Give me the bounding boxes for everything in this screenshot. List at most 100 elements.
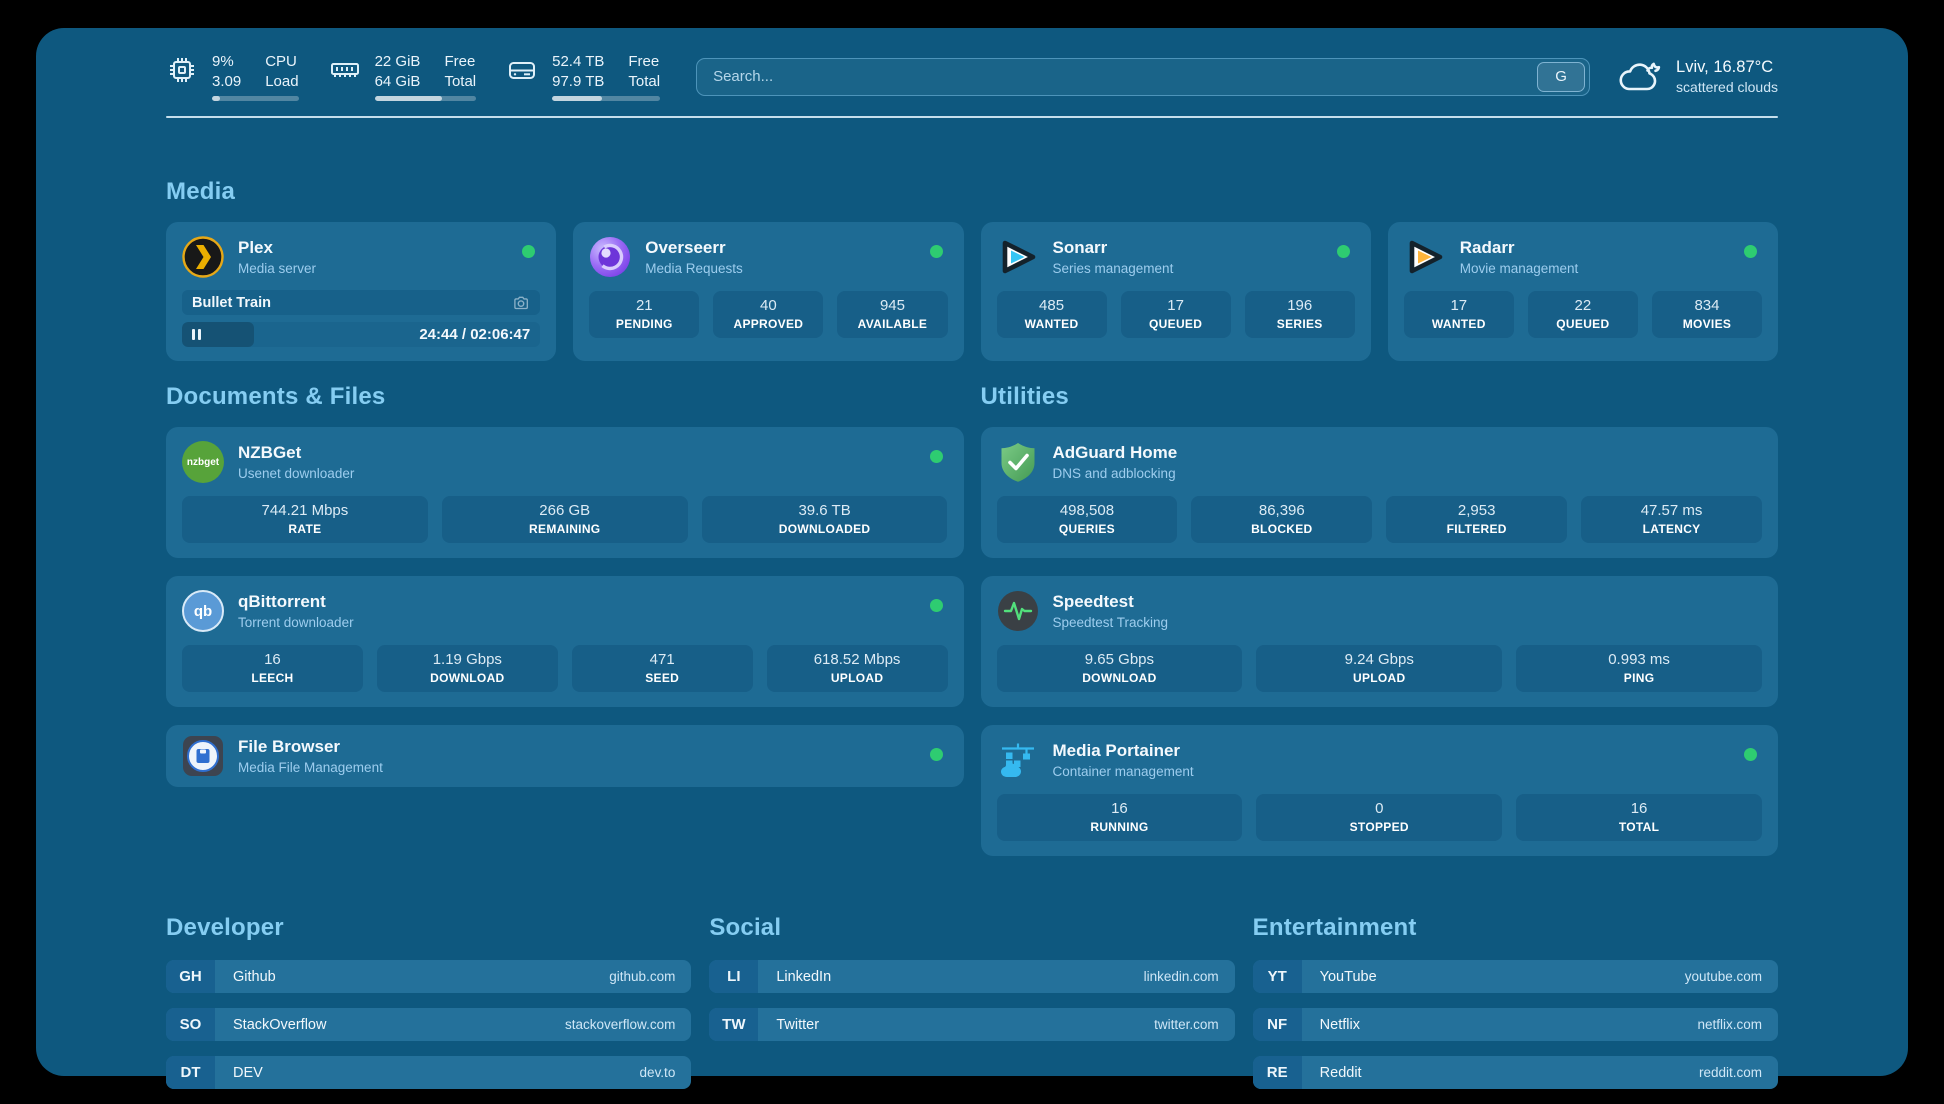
weather-widget[interactable]: Lviv, 16.87°C scattered clouds xyxy=(1616,57,1778,97)
app-card-sonarr[interactable]: Sonarr Series management 485 WANTED 17 Q… xyxy=(980,222,1371,361)
bookmark-url: stackoverflow.com xyxy=(565,1017,676,1032)
storage-stat-body: 52.4 TB 97.9 TB Free Total xyxy=(552,52,661,101)
stat-label: MOVIES xyxy=(1682,317,1732,331)
app-card-overseerr[interactable]: Overseerr Media Requests 21 PENDING 40 A… xyxy=(573,222,964,361)
app-card-adguard[interactable]: AdGuard Home DNS and adblocking 498,508 … xyxy=(980,427,1778,558)
bookmark-name: Reddit xyxy=(1319,1064,1362,1081)
stat-label: AVAILABLE xyxy=(857,317,928,331)
bookmark-name: YouTube xyxy=(1319,968,1377,985)
search-bar[interactable]: G xyxy=(696,57,1591,96)
stat-label: SEED xyxy=(645,671,680,685)
stat-label: DOWNLOADED xyxy=(778,522,871,536)
session-settings-icon[interactable] xyxy=(512,294,530,312)
bookmark-abbr: TW xyxy=(709,1008,759,1041)
app-card-portainer[interactable]: Media Portainer Container management 16 … xyxy=(980,725,1778,856)
bookmark-abbr: SO xyxy=(166,1008,215,1041)
bookmark-github[interactable]: GH Github github.com xyxy=(166,960,692,993)
stat-tile: 471 SEED xyxy=(571,645,753,692)
app-subtitle: Movie management xyxy=(1459,261,1579,276)
stat-tile: 40 APPROVED xyxy=(713,291,824,338)
overseerr-header-text: Overseerr Media Requests xyxy=(645,238,743,276)
sonarr-logo-icon xyxy=(1002,240,1035,274)
status-dot-online xyxy=(929,450,943,463)
bookmark-url: linkedin.com xyxy=(1143,969,1219,984)
bookmark-linkedin[interactable]: LI LinkedIn linkedin.com xyxy=(709,960,1235,993)
stat-tile: 21 PENDING xyxy=(589,291,700,338)
ram-icon xyxy=(330,63,359,77)
stat-value: 40 xyxy=(760,297,777,314)
app-subtitle: Torrent downloader xyxy=(238,615,354,630)
cpu-usage-value: 9% xyxy=(212,53,234,70)
status-dot-online xyxy=(522,245,536,258)
bookmark-netflix[interactable]: NF Netflix netflix.com xyxy=(1252,1008,1778,1041)
nzbget-logo-text: nzbget xyxy=(186,456,220,468)
app-card-qbittorrent[interactable]: qb qBittorrent Torrent downloader 16 LEE… xyxy=(166,576,964,707)
stat-tile: 196 SERIES xyxy=(1244,291,1355,338)
playback-time: 24:44 / 02:06:47 xyxy=(419,326,531,343)
app-subtitle: Media File Management xyxy=(238,760,383,775)
stat-value: 834 xyxy=(1694,297,1720,314)
stat-label: BLOCKED xyxy=(1251,522,1313,536)
plex-logo-icon xyxy=(182,236,224,278)
app-name: NZBGet xyxy=(238,443,302,462)
adguard-header-text: AdGuard Home DNS and adblocking xyxy=(1053,443,1178,481)
storage-progress-fill xyxy=(552,96,602,101)
stat-tile: 9.65 Gbps DOWNLOAD xyxy=(996,645,1243,692)
cpu-load-label: Load xyxy=(265,72,299,90)
cloud-icon xyxy=(1619,62,1661,90)
stat-value: 2,953 xyxy=(1457,502,1496,519)
stat-tile: 16 LEECH xyxy=(182,645,363,692)
pause-button[interactable] xyxy=(192,329,201,340)
bookmark-youtube[interactable]: YT YouTube youtube.com xyxy=(1252,960,1778,993)
bookmark-dev[interactable]: DT DEV dev.to xyxy=(166,1056,692,1089)
app-card-filebrowser[interactable]: File Browser Media File Management xyxy=(166,725,964,787)
bookmark-group-title: Developer xyxy=(166,914,284,941)
app-card-speedtest[interactable]: Speedtest Speedtest Tracking 9.65 Gbps D… xyxy=(980,576,1778,707)
stat-tile: 498,508 QUERIES xyxy=(996,496,1178,543)
stat-value: 0 xyxy=(1375,800,1384,817)
status-dot-online xyxy=(1744,245,1757,258)
storage-total-label: Total xyxy=(628,72,661,90)
bookmark-group-developer: Developer GH Github github.com SO StackO… xyxy=(166,914,692,1104)
app-subtitle: Speedtest Tracking xyxy=(1052,615,1169,630)
bookmark-group-social: Social LI LinkedIn linkedin.com TW Twitt… xyxy=(709,914,1235,1104)
stat-value: 9.65 Gbps xyxy=(1084,651,1155,668)
nzbget-header-text: NZBGet Usenet downloader xyxy=(238,443,354,481)
bookmark-twitter[interactable]: TW Twitter twitter.com xyxy=(709,1008,1235,1041)
search-input[interactable] xyxy=(713,68,1538,85)
app-card-nzbget[interactable]: nzbget NZBGet Usenet downloader 744.21 M… xyxy=(166,427,964,558)
system-stats: 9% 3.09 CPU Load xyxy=(166,52,661,101)
app-subtitle: Media Requests xyxy=(645,261,743,276)
bookmark-stackoverflow[interactable]: SO StackOverflow stackoverflow.com xyxy=(166,1008,692,1041)
app-card-radarr[interactable]: Radarr Movie management 17 WANTED 22 QUE… xyxy=(1387,222,1778,361)
qbittorrent-logo-text: qb xyxy=(193,602,213,620)
stat-value: 86,396 xyxy=(1258,502,1305,519)
bookmark-abbr: LI xyxy=(709,960,759,993)
portainer-header-text: Media Portainer Container management xyxy=(1053,741,1194,779)
stat-value: 17 xyxy=(1450,297,1468,314)
nzbget-logo-icon: nzbget xyxy=(182,441,224,483)
bookmark-abbr: DT xyxy=(166,1056,215,1089)
section-title-media: Media xyxy=(166,178,236,205)
stat-label: LATENCY xyxy=(1642,522,1701,536)
stat-label: SERIES xyxy=(1276,317,1323,331)
filebrowser-header-text: File Browser Media File Management xyxy=(238,737,383,775)
stat-value: 471 xyxy=(649,651,675,668)
stat-tile: 2,953 FILTERED xyxy=(1386,496,1568,543)
bookmark-name: StackOverflow xyxy=(233,1016,327,1033)
memory-stat: 22 GiB 64 GiB Free Total xyxy=(329,52,477,101)
stat-tile: 22 QUEUED xyxy=(1527,291,1638,338)
app-card-plex[interactable]: Plex Media server Bullet Train 24:44 / 0… xyxy=(166,222,557,361)
app-name: Plex xyxy=(238,238,273,257)
weather-condition: scattered clouds xyxy=(1676,79,1778,95)
app-name: File Browser xyxy=(238,737,341,756)
stat-label: UPLOAD xyxy=(1353,671,1406,685)
app-subtitle: Series management xyxy=(1052,261,1174,276)
bookmark-url: dev.to xyxy=(639,1065,676,1080)
playback-progress-bar[interactable]: 24:44 / 02:06:47 xyxy=(182,322,541,347)
documents-column: Documents & Files nzbget NZBGet Usenet d… xyxy=(166,383,964,856)
search-engine-button[interactable]: G xyxy=(1537,61,1586,92)
bookmark-url: github.com xyxy=(609,969,676,984)
bookmark-reddit[interactable]: RE Reddit reddit.com xyxy=(1252,1056,1778,1089)
stat-tile: 744.21 Mbps RATE xyxy=(182,496,428,543)
